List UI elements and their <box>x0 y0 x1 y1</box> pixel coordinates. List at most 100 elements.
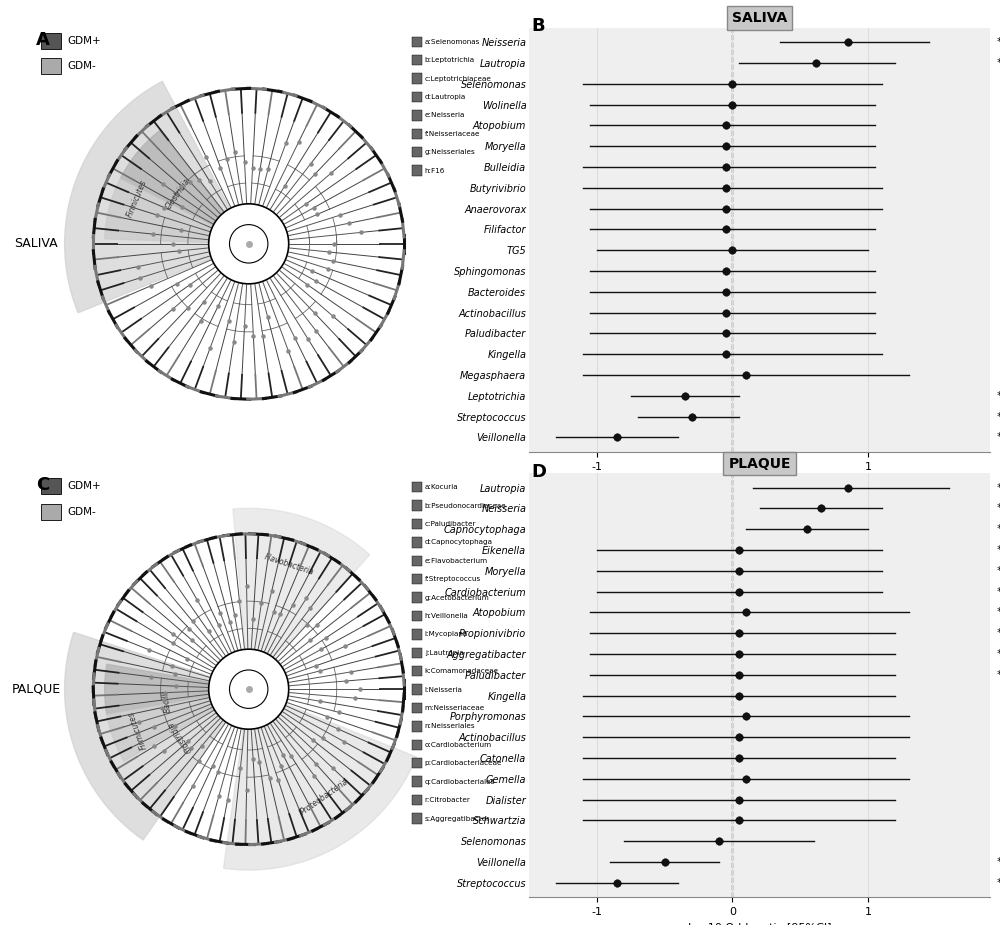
Text: h:F16: h:F16 <box>425 167 445 174</box>
Bar <box>412 776 422 787</box>
Polygon shape <box>120 130 249 244</box>
Text: p:Cardiobacteriaceae: p:Cardiobacteriaceae <box>425 760 502 766</box>
Title: SALIVA: SALIVA <box>732 11 787 25</box>
Text: Flavobacteria: Flavobacteria <box>263 552 315 576</box>
Bar <box>412 92 422 102</box>
X-axis label: Log10 Odds ratio [95%CI]: Log10 Odds ratio [95%CI] <box>688 477 831 487</box>
Bar <box>41 478 61 494</box>
Text: *: * <box>997 58 1000 68</box>
Bar <box>412 684 422 695</box>
Bar <box>412 55 422 66</box>
Text: **: ** <box>997 37 1000 47</box>
Bar <box>412 666 422 676</box>
Bar <box>412 519 422 529</box>
Text: *: * <box>997 566 1000 576</box>
Text: Bacilli: Bacilli <box>160 689 172 712</box>
Polygon shape <box>105 664 249 714</box>
Bar <box>412 592 422 603</box>
Bar <box>412 73 422 84</box>
Bar <box>412 129 422 139</box>
Bar <box>412 556 422 566</box>
Text: r:Citrobacter: r:Citrobacter <box>425 797 471 803</box>
Text: PALQUE: PALQUE <box>11 683 60 696</box>
Bar <box>41 503 61 520</box>
Text: e:Neisseria: e:Neisseria <box>425 113 465 118</box>
Text: j:Lautropia: j:Lautropia <box>425 650 463 656</box>
Text: *: * <box>997 524 1000 535</box>
Text: k:Comamonadaceae: k:Comamonadaceae <box>425 668 499 674</box>
Text: *: * <box>997 545 1000 555</box>
Text: *: * <box>997 608 1000 617</box>
Text: g:Acetobacterium: g:Acetobacterium <box>425 595 490 600</box>
Polygon shape <box>107 689 249 761</box>
Polygon shape <box>224 689 416 870</box>
Text: *: * <box>997 649 1000 659</box>
Bar <box>412 648 422 658</box>
Text: *: * <box>997 483 1000 493</box>
Bar <box>412 610 422 622</box>
Bar <box>412 629 422 639</box>
Text: Proteobacteria: Proteobacteria <box>298 777 350 817</box>
Text: b:Pseudonocardiaceae: b:Pseudonocardiaceae <box>425 502 507 509</box>
Text: *: * <box>997 503 1000 513</box>
Text: d:Capnocytophaga: d:Capnocytophaga <box>425 539 493 546</box>
Bar <box>412 740 422 750</box>
Text: a:Kocuria: a:Kocuria <box>425 484 458 490</box>
Text: D: D <box>532 462 547 481</box>
Text: GDM+: GDM+ <box>68 481 101 491</box>
Text: e:Flavobacterium: e:Flavobacterium <box>425 558 488 564</box>
Title: PLAQUE: PLAQUE <box>728 457 791 471</box>
Text: o:Cardiobacterium: o:Cardiobacterium <box>425 742 492 748</box>
Bar <box>412 537 422 548</box>
Bar <box>41 58 61 74</box>
Bar <box>412 703 422 713</box>
Bar <box>412 795 422 806</box>
Text: *: * <box>997 586 1000 597</box>
Text: *: * <box>997 412 1000 422</box>
Circle shape <box>209 649 289 729</box>
Text: Clostridia: Clostridia <box>164 177 192 212</box>
Text: *: * <box>997 670 1000 680</box>
X-axis label: Log10 Odds ratio [95%CI]: Log10 Odds ratio [95%CI] <box>688 922 831 925</box>
Text: Firmicutes: Firmicutes <box>126 709 148 750</box>
Text: l:Neisseria: l:Neisseria <box>425 686 463 693</box>
Text: i:Mycoplana: i:Mycoplana <box>425 632 468 637</box>
Text: q:Cardiobacteriales: q:Cardiobacteriales <box>425 779 495 784</box>
Text: s:Aggregatibacter: s:Aggregatibacter <box>425 816 490 821</box>
Text: d:Lautropia: d:Lautropia <box>425 94 466 100</box>
Text: Clostridia: Clostridia <box>167 720 195 754</box>
Text: b:Leptotrichia: b:Leptotrichia <box>425 57 475 63</box>
Text: f:Streptococcus: f:Streptococcus <box>425 576 481 582</box>
Bar <box>412 482 422 492</box>
Bar <box>412 37 422 47</box>
Bar <box>412 110 422 120</box>
Bar <box>412 758 422 769</box>
Text: *: * <box>997 390 1000 401</box>
Polygon shape <box>105 179 249 244</box>
Bar <box>412 166 422 176</box>
Bar <box>412 722 422 732</box>
Text: SALIVA: SALIVA <box>14 238 58 251</box>
Text: C: C <box>36 476 49 494</box>
Polygon shape <box>65 81 249 313</box>
Text: n:Neisseriales: n:Neisseriales <box>425 723 475 730</box>
Text: c:Leptotrichiaceae: c:Leptotrichiaceae <box>425 76 492 81</box>
Polygon shape <box>233 509 370 689</box>
Text: a:Selenomonas: a:Selenomonas <box>425 39 480 44</box>
Text: *: * <box>997 857 1000 867</box>
Text: c:Paludibacter: c:Paludibacter <box>425 521 476 527</box>
Text: h:Veillonella: h:Veillonella <box>425 613 469 619</box>
Text: g:Neisseriales: g:Neisseriales <box>425 149 476 155</box>
Text: **: ** <box>997 878 1000 888</box>
Text: B: B <box>532 18 545 35</box>
Text: f:Neisseriaceae: f:Neisseriaceae <box>425 130 480 137</box>
Bar <box>412 147 422 157</box>
Text: Firmicutes: Firmicutes <box>126 179 149 219</box>
Text: *: * <box>997 628 1000 638</box>
Circle shape <box>209 204 289 284</box>
Text: A: A <box>36 31 50 49</box>
Bar <box>412 574 422 585</box>
Bar <box>412 500 422 511</box>
Polygon shape <box>65 633 249 840</box>
Text: GDM+: GDM+ <box>68 35 101 45</box>
